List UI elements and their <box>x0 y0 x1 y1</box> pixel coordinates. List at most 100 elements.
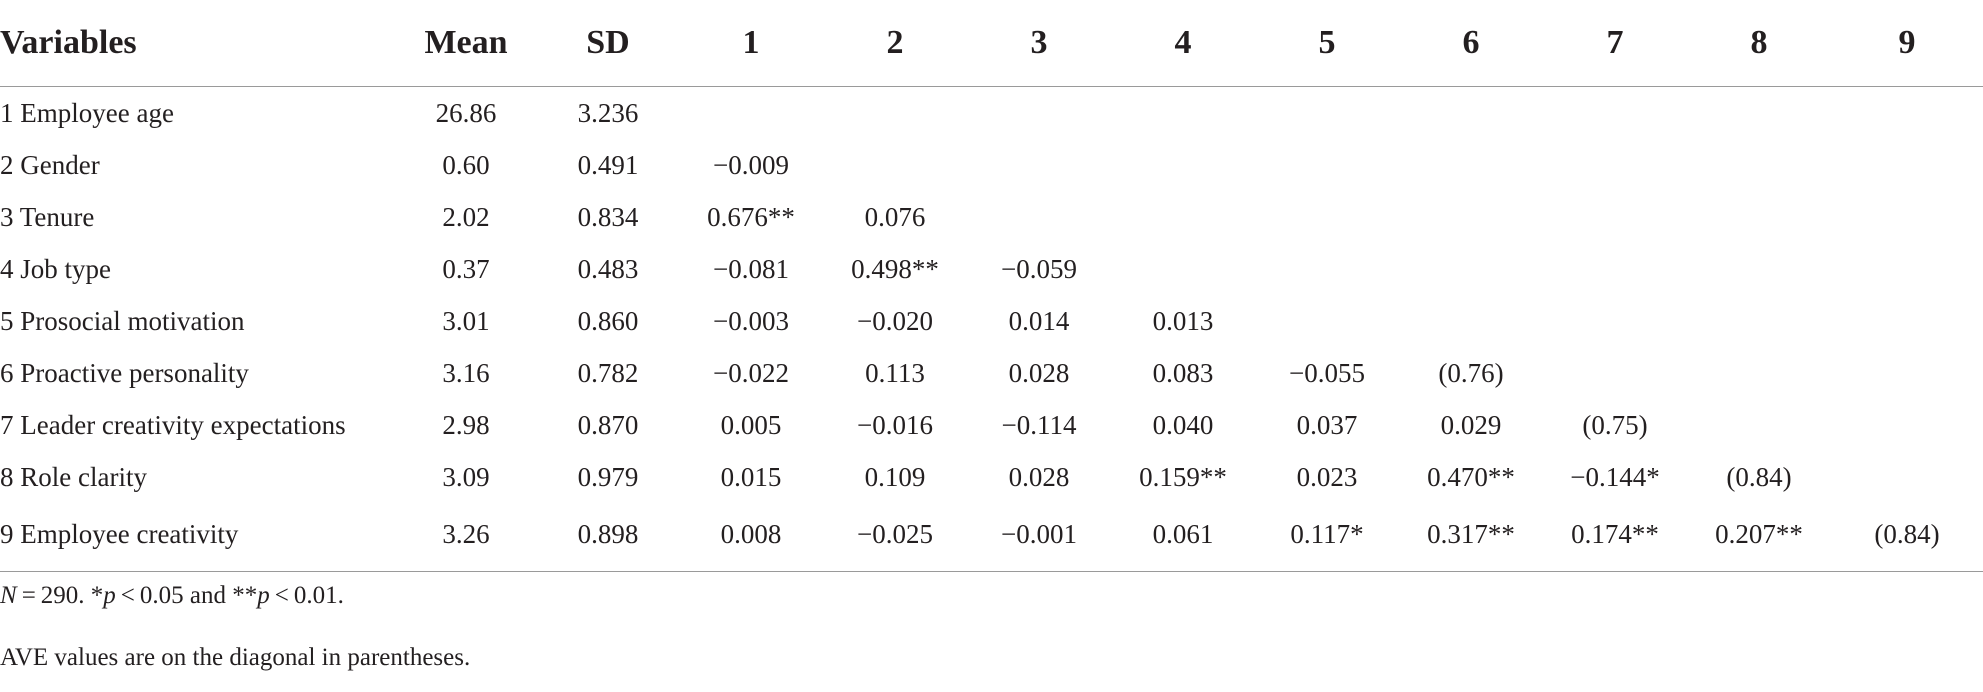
mean-value: 0.60 <box>442 149 490 180</box>
correlation-cell: 0.207** <box>1687 503 1831 572</box>
correlation-cell: 0.061 <box>1111 503 1255 572</box>
correlation-cell: −0.059 <box>1001 253 1077 284</box>
table-header-row: Variables Mean SD 1 2 3 4 5 6 7 8 9 <box>0 0 1983 87</box>
table-row: 4 Job type 0.37 0.483 −0.081 0.498** −0.… <box>0 243 1983 295</box>
correlation-cell <box>1111 87 1255 140</box>
correlation-cell <box>1831 399 1983 451</box>
correlation-cell: 0.028 <box>1008 461 1070 492</box>
correlation-cell: −0.020 <box>857 305 933 336</box>
correlation-cell: 0.159** <box>1139 461 1227 492</box>
correlation-cell <box>1831 295 1983 347</box>
correlation-cell <box>967 191 1111 243</box>
correlation-cell: −0.081 <box>713 253 789 284</box>
correlation-cell <box>1111 191 1255 243</box>
correlation-cell: −0.114 <box>1001 409 1077 440</box>
correlation-cell: 0.470** <box>1427 461 1515 492</box>
correlation-cell: −0.003 <box>713 305 789 336</box>
n-value: = 290. * <box>16 582 104 609</box>
correlation-cell <box>1687 191 1831 243</box>
header-col-9: 9 <box>1831 0 1983 87</box>
correlation-cell: 0.083 <box>1152 357 1214 388</box>
sd-value: 0.979 <box>577 461 639 492</box>
correlation-cell <box>823 87 967 140</box>
correlation-cell <box>1831 347 1983 399</box>
correlation-cell <box>1687 139 1831 191</box>
table-footnotes: N = 290. *p < 0.05 and **p < 0.01. AVE v… <box>0 582 470 672</box>
table-row: 7 Leader creativity expectations 2.98 0.… <box>0 399 1983 451</box>
correlation-cell: 0.676** <box>707 201 795 232</box>
correlation-cell <box>1111 243 1255 295</box>
correlation-cell: −0.022 <box>713 357 789 388</box>
header-col-1: 1 <box>679 0 823 87</box>
mean-value: 3.09 <box>442 461 490 492</box>
mean-value: 26.86 <box>435 97 497 128</box>
correlation-cell: 0.013 <box>1152 305 1214 336</box>
p-symbol: p <box>257 582 270 609</box>
header-col-8: 8 <box>1687 0 1831 87</box>
header-col-2: 2 <box>823 0 967 87</box>
correlation-cell: (0.76) <box>1438 357 1504 388</box>
variable-name: 9 Employee creativity <box>0 503 395 572</box>
table-row: 1 Employee age 26.86 3.236 <box>0 87 1983 140</box>
mean-value: 3.26 <box>395 503 537 572</box>
sd-value: 0.834 <box>577 201 639 232</box>
correlation-cell <box>679 87 823 140</box>
mean-value: 0.37 <box>442 253 490 284</box>
correlation-cell: 0.037 <box>1296 409 1358 440</box>
correlation-cell <box>1399 87 1543 140</box>
correlation-cell: −0.009 <box>713 149 789 180</box>
correlation-cell: 0.117* <box>1255 503 1399 572</box>
sd-value: 0.782 <box>577 357 639 388</box>
correlation-cell <box>1543 87 1687 140</box>
correlation-cell: 0.029 <box>1440 409 1502 440</box>
correlation-cell: −0.001 <box>967 503 1111 572</box>
table-row: 2 Gender 0.60 0.491 −0.009 <box>0 139 1983 191</box>
correlation-cell <box>1831 139 1983 191</box>
header-col-6: 6 <box>1399 0 1543 87</box>
mean-value: 2.98 <box>442 409 490 440</box>
table-row: 9 Employee creativity 3.26 0.898 0.008 −… <box>0 503 1983 572</box>
correlation-cell <box>1255 295 1399 347</box>
significance-note: N = 290. *p < 0.05 and **p < 0.01. <box>0 582 470 610</box>
mean-value: 2.02 <box>442 201 490 232</box>
variable-name: 2 Gender <box>0 149 100 180</box>
correlation-cell <box>1255 139 1399 191</box>
variable-name: 7 Leader creativity expectations <box>0 409 346 440</box>
correlation-cell: −0.016 <box>857 409 933 440</box>
correlation-cell <box>1255 87 1399 140</box>
correlation-cell <box>1543 243 1687 295</box>
correlation-cell <box>1831 451 1983 503</box>
correlation-cell: 0.023 <box>1296 461 1358 492</box>
correlation-cell <box>1399 243 1543 295</box>
table-row: 6 Proactive personality 3.16 0.782 −0.02… <box>0 347 1983 399</box>
correlation-cell <box>1399 139 1543 191</box>
correlation-cell <box>1111 139 1255 191</box>
header-col-5: 5 <box>1255 0 1399 87</box>
correlation-cell: 0.040 <box>1152 409 1214 440</box>
correlation-cell <box>1687 295 1831 347</box>
correlation-cell <box>1399 191 1543 243</box>
mean-value: 3.01 <box>442 305 490 336</box>
correlation-cell <box>1831 243 1983 295</box>
correlation-cell: 0.008 <box>679 503 823 572</box>
correlation-cell: (0.75) <box>1582 409 1648 440</box>
correlation-cell: 0.014 <box>1008 305 1070 336</box>
p-threshold-2: < 0.01. <box>269 582 344 609</box>
sd-value: 0.491 <box>577 149 639 180</box>
correlation-cell: −0.025 <box>823 503 967 572</box>
correlation-cell <box>1399 295 1543 347</box>
header-mean: Mean <box>395 0 537 87</box>
mean-value: 3.16 <box>442 357 490 388</box>
correlation-cell <box>1687 347 1831 399</box>
ave-note: AVE values are on the diagonal in parent… <box>0 644 471 671</box>
correlation-cell: 0.076 <box>864 201 926 232</box>
correlation-cell: −0.144* <box>1570 461 1660 492</box>
header-col-3: 3 <box>967 0 1111 87</box>
variable-name: 6 Proactive personality <box>0 357 249 388</box>
correlation-cell: 0.113 <box>865 357 925 388</box>
sd-value: 0.860 <box>577 305 639 336</box>
sd-value: 0.898 <box>537 503 679 572</box>
correlation-cell: 0.109 <box>864 461 926 492</box>
correlation-cell: 0.015 <box>720 461 782 492</box>
sd-value: 3.236 <box>577 97 639 128</box>
